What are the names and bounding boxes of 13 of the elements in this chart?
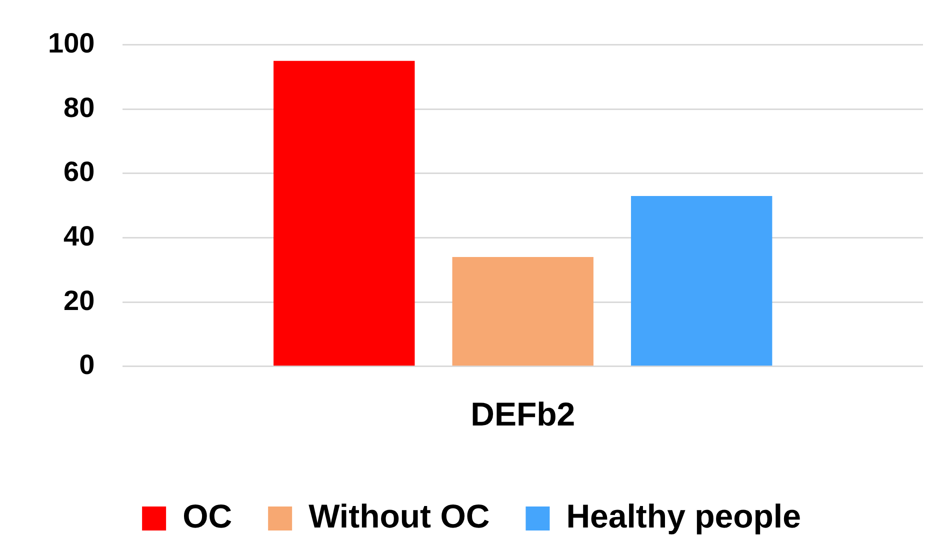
y-tick-label: 100 — [48, 28, 95, 59]
bar — [452, 257, 594, 366]
legend-label: Without OC — [308, 498, 490, 535]
y-tick-label: 80 — [64, 92, 95, 123]
bar — [630, 196, 772, 366]
legend-label: Healthy people — [566, 498, 801, 535]
y-tick-label: 60 — [64, 156, 95, 188]
x-tick-label: DEFb2 — [470, 395, 576, 432]
bar — [274, 60, 415, 366]
y-tick-label: 20 — [64, 284, 95, 316]
y-tick-label: 40 — [64, 220, 95, 252]
legend-label: OC — [182, 498, 232, 535]
y-tick-label: 0 — [79, 349, 95, 380]
